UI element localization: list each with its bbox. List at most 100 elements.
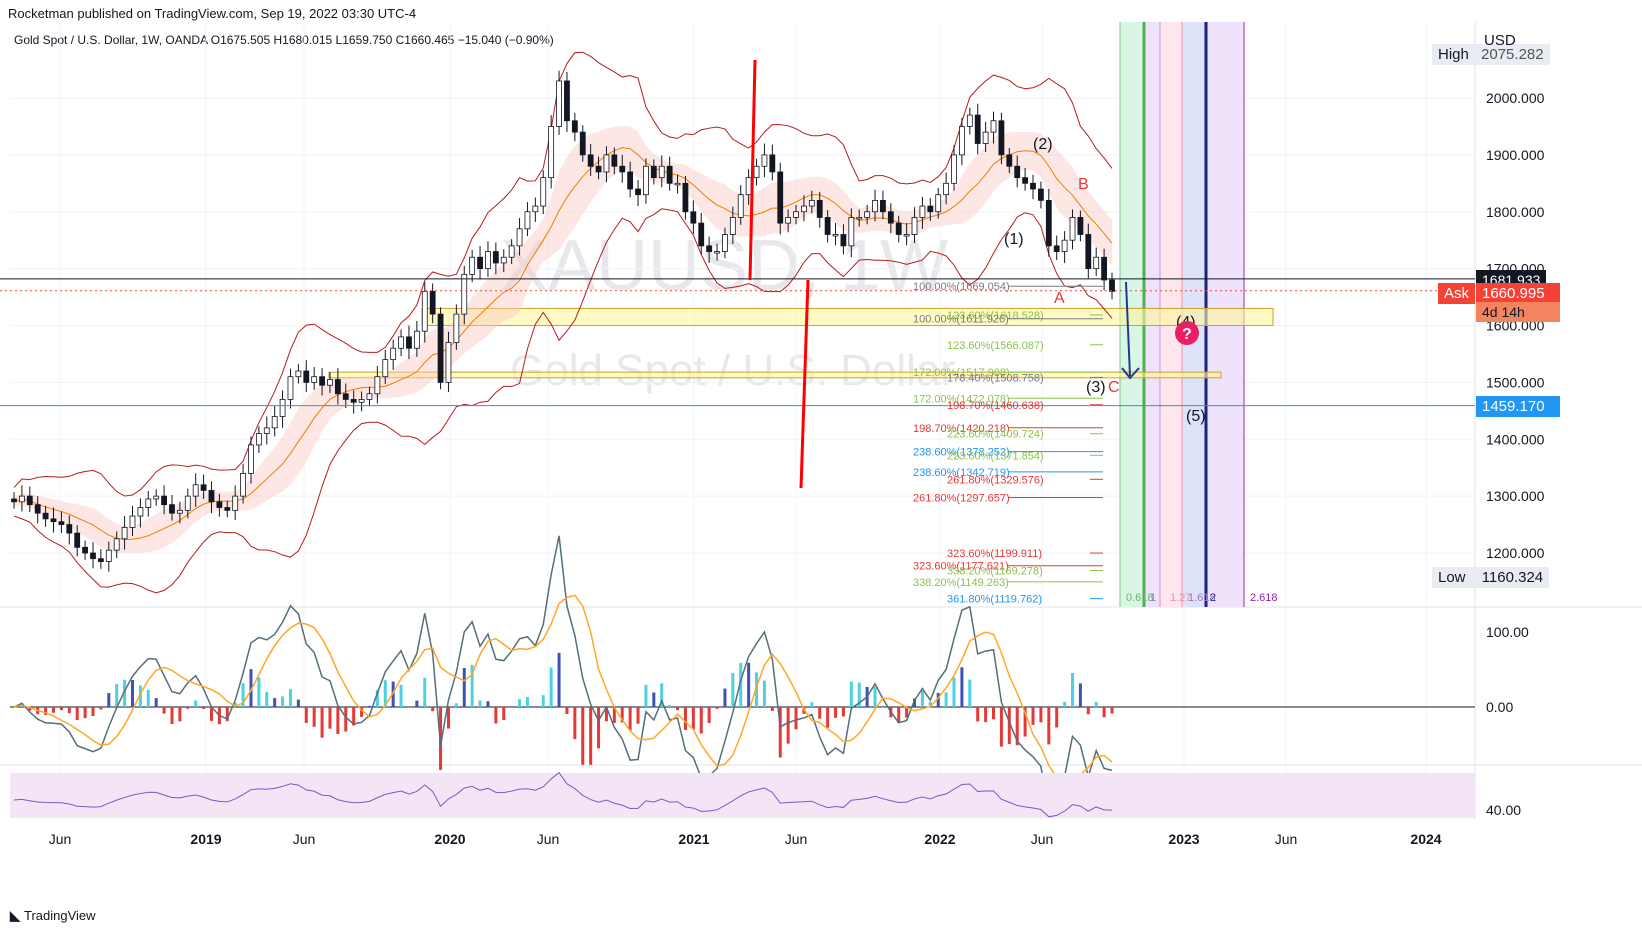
lower-band	[13, 208, 1113, 594]
candle-body	[682, 182, 689, 213]
candle-body	[508, 245, 515, 258]
osc-bar	[202, 707, 206, 709]
candle-body	[753, 165, 760, 179]
osc-bar	[1031, 707, 1035, 725]
publish-info: Rocketman published on TradingView.com, …	[8, 6, 417, 21]
osc-bar	[731, 672, 735, 707]
candle-body	[42, 512, 49, 520]
time-label: 1.618	[1188, 592, 1216, 604]
time-tick: 2021	[678, 831, 709, 847]
price-tick: 1400.000	[1486, 431, 1545, 447]
osc-bar	[486, 701, 490, 707]
candle-body	[303, 370, 310, 383]
osc-tick: 100.00	[1486, 624, 1529, 640]
time-axis[interactable]: Jun 2019 Jun 2020 Jun 2021 Jun 2022 Jun 2023 Jun 20…	[49, 831, 1442, 847]
fib-label: 238.60%(1378.252)	[913, 447, 1010, 459]
fib-extension-levels: 100.00%(1669.054)123.60%(1618.528)100.00…	[913, 281, 1103, 606]
osc-bar	[565, 707, 569, 714]
candle-body	[445, 342, 452, 383]
osc-bar	[913, 698, 917, 707]
osc-bar	[683, 707, 687, 731]
candle-body	[129, 515, 136, 528]
osc-bar	[154, 698, 158, 707]
osc-bar	[344, 707, 348, 732]
osc-bar	[739, 662, 743, 707]
tradingview-logo-icon: ◣	[10, 908, 20, 923]
candle-body	[643, 165, 649, 196]
candle-body	[161, 495, 167, 506]
wave-label: B	[1078, 176, 1089, 193]
candle-body	[619, 165, 626, 173]
candle-body	[477, 256, 483, 270]
candle-body	[777, 171, 784, 224]
candle-body	[1053, 245, 1060, 252]
osc-bar	[494, 707, 498, 724]
middle-band	[13, 147, 1113, 541]
wave-label: (3)	[1086, 379, 1106, 396]
osc-tick: 0.00	[1486, 699, 1513, 715]
time-tick: Jun	[537, 831, 560, 847]
osc-bar	[478, 700, 482, 707]
time-label: 1.27	[1170, 592, 1191, 604]
osc-bar	[755, 672, 759, 707]
candle-body	[1006, 154, 1013, 167]
candle-body	[1093, 256, 1100, 270]
candle-body	[532, 205, 539, 213]
red-vline	[799, 279, 810, 489]
candle-body	[903, 234, 910, 237]
candle-body	[698, 222, 705, 247]
candle-body	[824, 217, 831, 235]
symbol-legend[interactable]: Gold Spot / U.S. Dollar, 1W, OANDA O1675…	[14, 33, 554, 47]
candle-body	[690, 211, 697, 224]
time-tick: Jun	[1275, 831, 1298, 847]
osc-bar	[905, 707, 909, 718]
price-tick: 1500.000	[1486, 374, 1545, 390]
candle-body	[327, 379, 333, 386]
fib-label: 198.70%(1460.638)	[947, 400, 1044, 412]
candle-body	[461, 273, 468, 315]
candle-body	[350, 399, 357, 403]
ask-price-badge: 1660.995	[1476, 283, 1560, 304]
osc-bar	[1023, 707, 1027, 737]
candle-body	[1045, 199, 1052, 247]
osc-bar	[107, 693, 111, 707]
low-badge: Low 1160.324	[1432, 567, 1550, 588]
osc-bar	[857, 682, 861, 707]
osc-bar	[707, 707, 711, 723]
candle-body	[271, 416, 278, 429]
candle-body	[334, 379, 341, 395]
legend-low: L1659.750	[335, 33, 393, 47]
time-tick: 2023	[1168, 831, 1199, 847]
wave-label: (1)	[1004, 231, 1024, 248]
osc-bar	[794, 707, 798, 730]
time-tick: 2022	[924, 831, 955, 847]
candle-body	[263, 427, 270, 434]
zone-upper	[421, 307, 1274, 326]
candle-body	[66, 524, 73, 534]
low-label: Low	[1438, 569, 1466, 586]
osc-bar	[233, 702, 237, 707]
candle-body	[248, 444, 254, 474]
candle-body	[587, 154, 594, 167]
osc-bar	[51, 707, 55, 713]
candle-body	[366, 393, 373, 400]
osc-bar	[296, 699, 300, 707]
osc-bar	[352, 707, 356, 726]
candle-body	[943, 182, 950, 196]
price-tick: 1300.000	[1486, 488, 1545, 504]
time-tick: Jun	[293, 831, 316, 847]
osc-bar	[312, 707, 316, 727]
watermark-name: Gold Spot / U.S. Dollar	[510, 346, 955, 395]
candle-body	[500, 256, 507, 264]
osc-bar	[881, 707, 885, 708]
candle-body	[935, 194, 942, 213]
candle-body	[595, 165, 602, 173]
footer-brand[interactable]: ◣ TradingView	[10, 908, 96, 924]
candle-body	[319, 376, 325, 386]
osc-bar	[320, 707, 324, 738]
price-axis[interactable]: 2000.0001900.0001800.0001700.0001600.000…	[1486, 90, 1545, 561]
osc-bar	[1086, 707, 1090, 715]
fib-label: 223.60%(1371.854)	[947, 450, 1044, 462]
candle-body	[295, 370, 302, 378]
